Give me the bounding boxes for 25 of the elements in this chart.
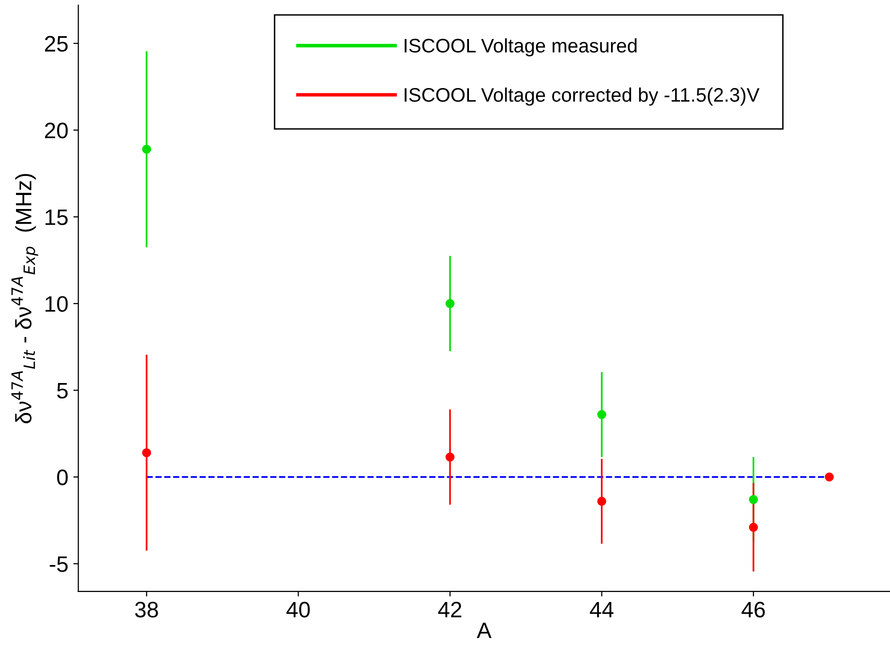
point — [748, 522, 758, 532]
point — [142, 144, 152, 154]
y-tick-label: -5 — [50, 556, 68, 572]
x-tick-label: 46 — [742, 602, 765, 618]
x-tick-label: 44 — [590, 602, 614, 618]
y-tick-label: 25 — [45, 36, 68, 52]
y-tick-label: 0 — [57, 470, 68, 486]
x-axis-title: A — [476, 622, 492, 638]
y-tick-label: 15 — [46, 210, 68, 226]
point — [748, 495, 758, 504]
y-axis-title: δν$^{47A}$$_{Lit}$ - δν$^{47A}$$_{Exp}$ (MHz) — [11, 174, 38, 424]
point — [446, 452, 455, 462]
point — [824, 472, 834, 482]
legend-label: ISCOOL Voltage measured — [404, 38, 637, 56]
y-tick-label: 20 — [45, 122, 68, 138]
y-tick-label: 10 — [46, 296, 68, 312]
legend-label: ISCOOL Voltage corrected by -11.5(2.3)V — [404, 88, 760, 106]
point — [597, 496, 606, 506]
point — [597, 410, 606, 420]
point — [142, 448, 152, 458]
x-tick-label: 42 — [438, 602, 462, 618]
point — [446, 299, 455, 308]
x-tick-label: 38 — [135, 602, 158, 618]
x-tick-label: 40 — [286, 602, 310, 618]
y-tick-label: 5 — [57, 383, 68, 399]
